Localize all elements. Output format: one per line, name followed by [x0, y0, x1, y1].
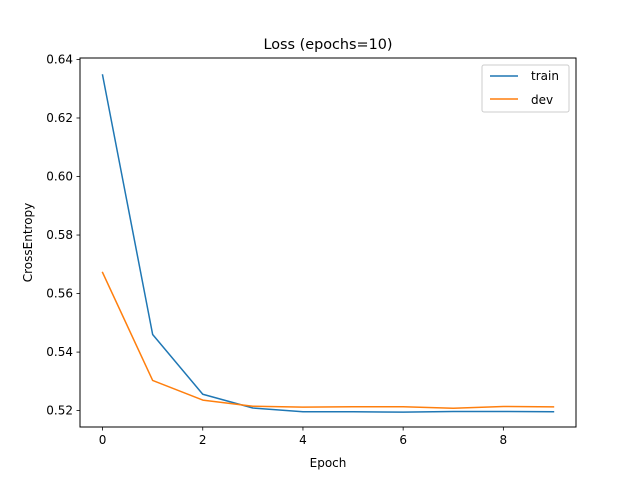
- x-tick-label: 6: [399, 433, 407, 447]
- series-line-train: [101, 74, 555, 413]
- legend-label-dev: dev: [531, 93, 553, 107]
- x-axis-title: Epoch: [310, 456, 347, 470]
- legend: train dev: [481, 64, 570, 113]
- axes-frame: [79, 57, 577, 428]
- y-tick-label: 0.52: [46, 404, 73, 418]
- y-tick-label: 0.64: [46, 52, 73, 66]
- series-line-dev: [101, 271, 555, 410]
- y-tick-label: 0.60: [46, 170, 73, 184]
- y-tick-label: 0.62: [46, 111, 73, 125]
- legend-label-train: train: [531, 69, 559, 83]
- y-axis-title: CrossEntropy: [21, 203, 35, 283]
- x-tick-label: 8: [500, 433, 508, 447]
- x-tick-label: 2: [199, 433, 207, 447]
- y-tick-label: 0.56: [46, 287, 73, 301]
- y-tick-label: 0.58: [46, 228, 73, 242]
- chart-title: Loss (epochs=10): [263, 37, 392, 53]
- x-tick-label: 0: [99, 433, 107, 447]
- plot-area: 0 2 4 6 8 0.52 0.54 0.56 0.58 0.60 0.62 0.64: [46, 52, 555, 447]
- x-tick-label: 4: [299, 433, 307, 447]
- y-tick-label: 0.54: [46, 345, 73, 359]
